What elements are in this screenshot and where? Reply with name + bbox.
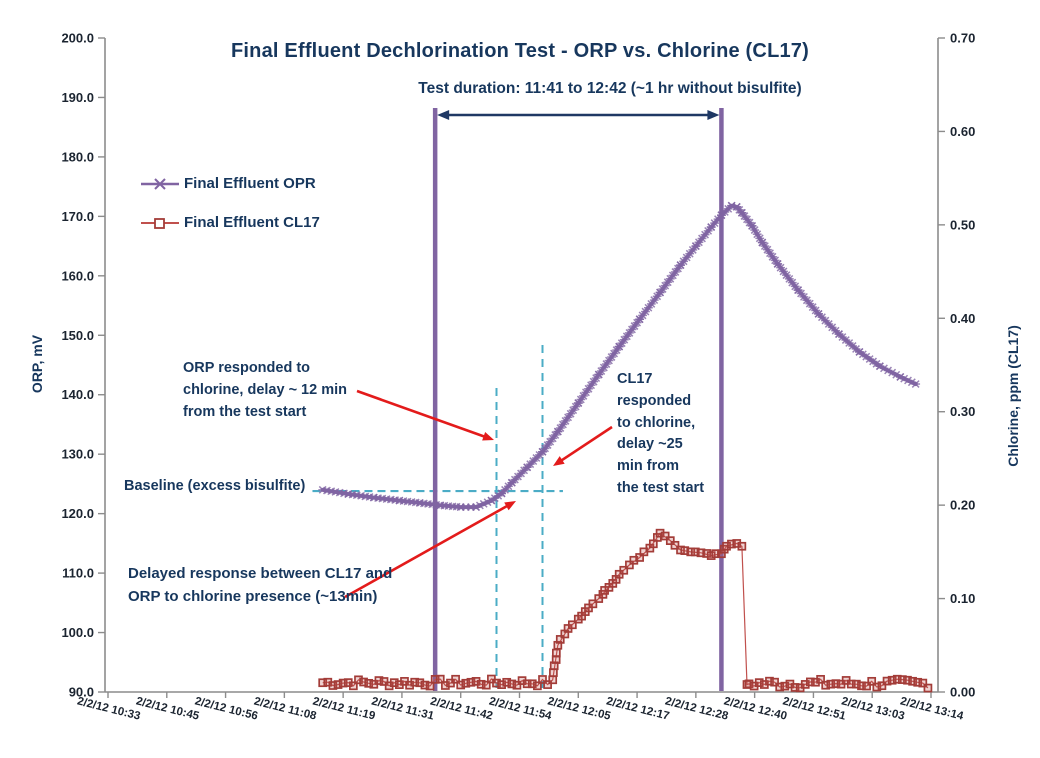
x-axis-tick-label: 2/2/12 12:28 (664, 695, 730, 722)
x-axis-tick-label: 2/2/12 13:14 (899, 695, 965, 722)
legend-label-opr: Final Effluent OPR (184, 175, 316, 192)
left-axis-tick-label: 100.0 (61, 625, 94, 640)
x-axis-tick-label: 2/2/12 13:03 (840, 695, 906, 722)
x-axis-tick-label: 2/2/12 11:19 (311, 696, 376, 723)
left-axis-tick-label: 200.0 (61, 31, 94, 46)
left-axis-tick-label: 130.0 (61, 447, 94, 462)
opr-series (318, 201, 921, 512)
cl17-legend-marker-icon (141, 217, 179, 229)
x-axis-tick-label: 2/2/12 12:51 (781, 695, 847, 722)
x-axis-tick-label: 2/2/12 10:45 (135, 695, 201, 722)
legend-item-opr: Final Effluent OPR (140, 175, 316, 192)
right-axis-tick-label: 0.70 (950, 31, 975, 46)
legend-label-cl17: Final Effluent CL17 (184, 214, 320, 231)
test-duration-annotation: Test duration: 11:41 to 12:42 (~1 hr wit… (418, 80, 802, 97)
annotation-arrows (344, 389, 613, 599)
right-axis-tick-label: 0.00 (950, 685, 975, 700)
right-axis-tick-label: 0.20 (950, 498, 975, 513)
right-axis-tick-label: 0.50 (950, 217, 975, 232)
cl17-series (318, 528, 933, 693)
left-axis-tick-label: 150.0 (61, 328, 94, 343)
duration-arrow (437, 110, 720, 120)
x-axis-tick-label: 2/2/12 12:17 (605, 695, 671, 722)
left-axis-tick-label: 90.0 (69, 685, 94, 700)
x-axis-tick-label: 2/2/12 11:31 (370, 696, 436, 723)
cl17-response-annotation: CL17 responded to chlorine, delay ~25 mi… (617, 371, 705, 496)
x-axis-tick-label: 2/2/12 12:40 (723, 695, 789, 722)
left-axis-tick-label: 170.0 (61, 209, 94, 224)
left-axis-title: ORP, mV (29, 334, 45, 394)
left-axis-tick-label: 160.0 (61, 268, 94, 283)
x-axis-tick-label: 2/2/12 11:08 (253, 696, 319, 723)
orp-response-annotation: ORP responded to chlorine, delay ~ 12 mi… (183, 360, 347, 420)
right-axis-tick-label: 0.60 (950, 124, 975, 139)
baseline-annotation: Baseline (excess bisulfite) (124, 478, 306, 494)
opr-legend-marker-icon (141, 177, 179, 190)
right-axis-tick-label: 0.40 (950, 311, 975, 326)
left-axis-tick-label: 180.0 (61, 149, 94, 164)
x-axis-tick-label: 2/2/12 10:33 (76, 695, 142, 722)
delayed-response-annotation: Delayed response between CL17 and ORP to… (128, 565, 393, 605)
left-axis-tick-label: 140.0 (61, 387, 94, 402)
x-axis-tick-label: 2/2/12 10:56 (194, 695, 260, 722)
left-axis-tick-label: 110.0 (62, 566, 94, 581)
left-axis-tick-label: 190.0 (61, 90, 94, 105)
right-axis-title: Chlorine, ppm (CL17) (1005, 325, 1021, 467)
x-axis-tick-label: 2/2/12 11:42 (429, 696, 494, 723)
legend-item-cl17: Final Effluent CL17 (140, 214, 320, 231)
right-axis-tick-label: 0.10 (950, 591, 975, 606)
x-axis-tick-label: 2/2/12 11:54 (488, 696, 554, 723)
right-axis-tick-label: 0.30 (950, 404, 975, 419)
chart-title: Final Effluent Dechlorination Test - ORP… (231, 40, 809, 62)
x-axis-tick-label: 2/2/12 12:05 (546, 695, 612, 722)
left-axis-tick-label: 120.0 (61, 506, 94, 521)
